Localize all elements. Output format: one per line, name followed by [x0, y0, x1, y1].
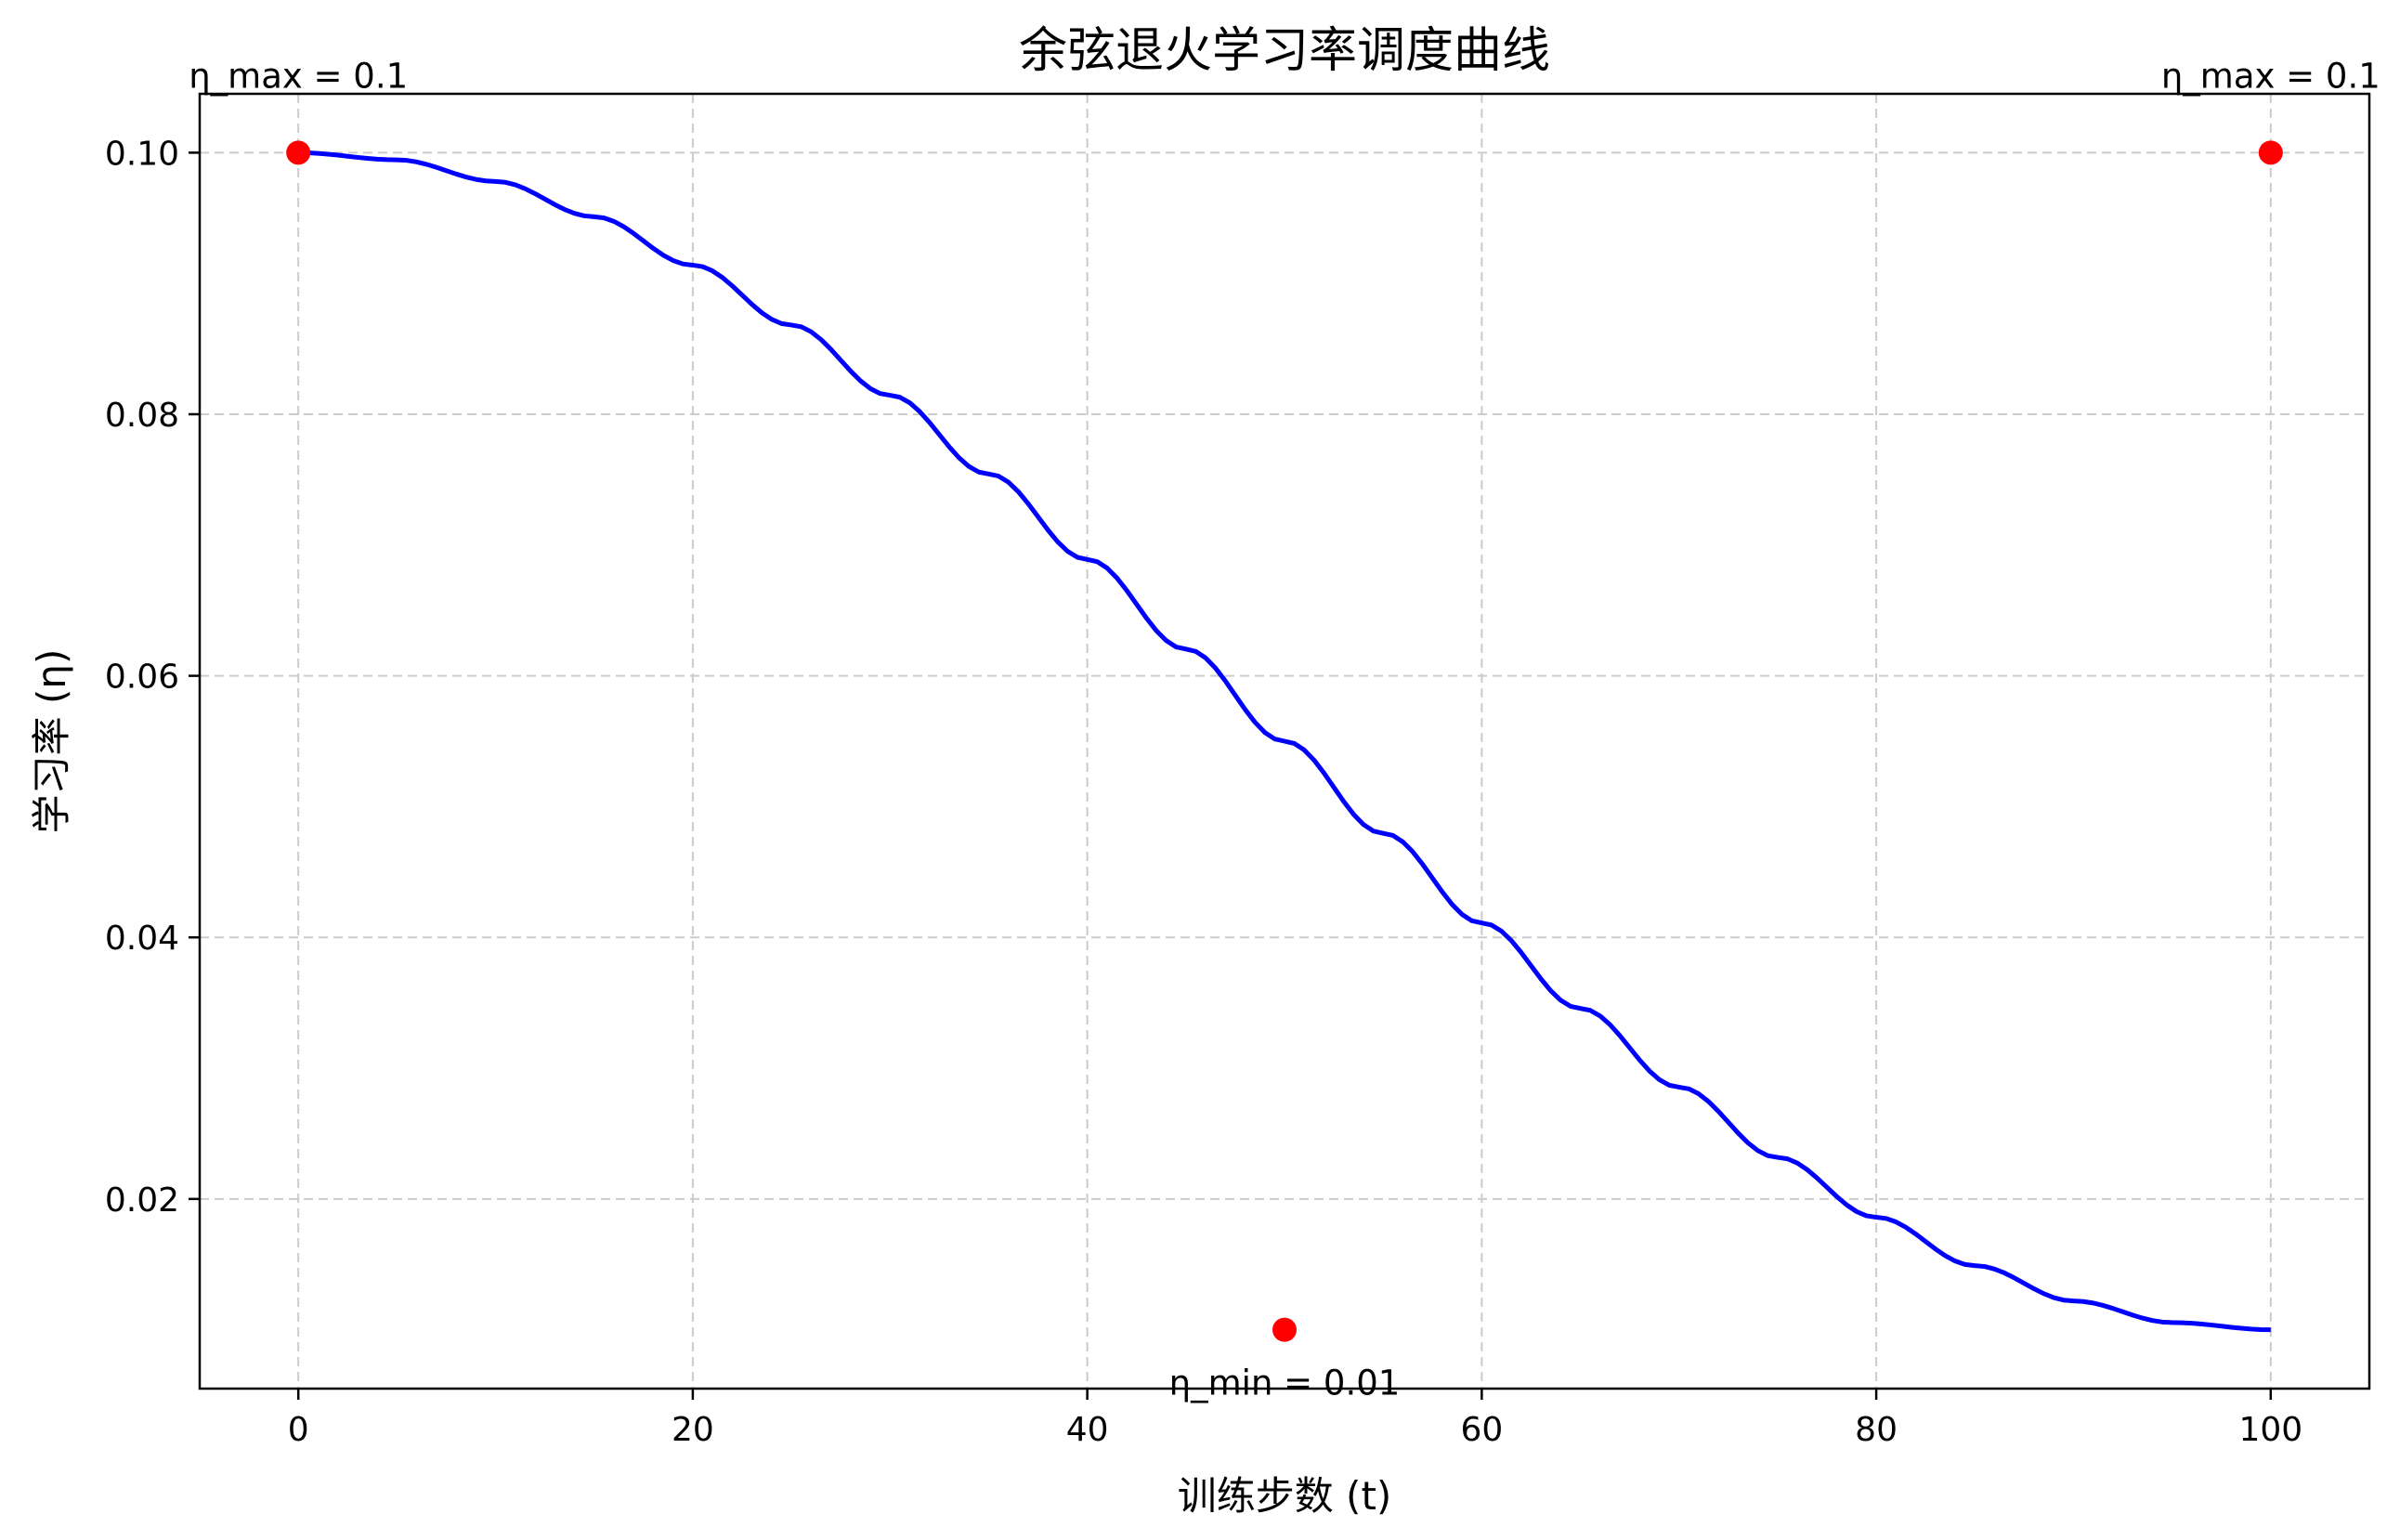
annotation-eta-min: η_min = 0.01 — [1169, 1364, 1401, 1403]
plot-frame — [198, 92, 2371, 1390]
y-tick-label: 0.06 — [105, 659, 179, 697]
ticks: 0 20 40 60 80 100 0.02 0.04 0.06 0.08 0.10 — [105, 135, 2302, 1449]
y-tick-label: 0.02 — [105, 1181, 179, 1220]
x-tick-label: 40 — [1066, 1411, 1109, 1449]
chart-title: 余弦退火学习率调度曲线 — [1019, 23, 1550, 79]
y-tick-label: 0.08 — [105, 397, 179, 435]
scatter-point — [1272, 1317, 1297, 1342]
y-tick-label: 0.04 — [105, 920, 179, 958]
x-tick-label: 60 — [1460, 1411, 1503, 1449]
x-axis-label: 训练步数 (t) — [1178, 1473, 1392, 1519]
x-tick-label: 80 — [1855, 1411, 1898, 1449]
marker-layer — [286, 140, 2283, 1342]
y-tick-label: 0.10 — [105, 135, 179, 173]
annotation-eta-max: η_max = 0.1 — [2161, 56, 2380, 96]
series-layer — [298, 150, 2271, 1333]
annotation-eta-max: η_max = 0.1 — [189, 56, 408, 96]
annotations: η_max = 0.1 η_max = 0.1 η_min = 0.01 — [189, 56, 2380, 1403]
x-tick-label: 20 — [672, 1411, 714, 1449]
grid — [200, 94, 2369, 1389]
x-tick-label: 0 — [288, 1411, 309, 1449]
x-tick-label: 100 — [2238, 1411, 2302, 1449]
scatter-point — [2258, 140, 2283, 165]
learning-rate-line — [298, 150, 2271, 1333]
scatter-point — [286, 140, 311, 165]
y-axis-label: 学习率 (η) — [29, 649, 74, 834]
